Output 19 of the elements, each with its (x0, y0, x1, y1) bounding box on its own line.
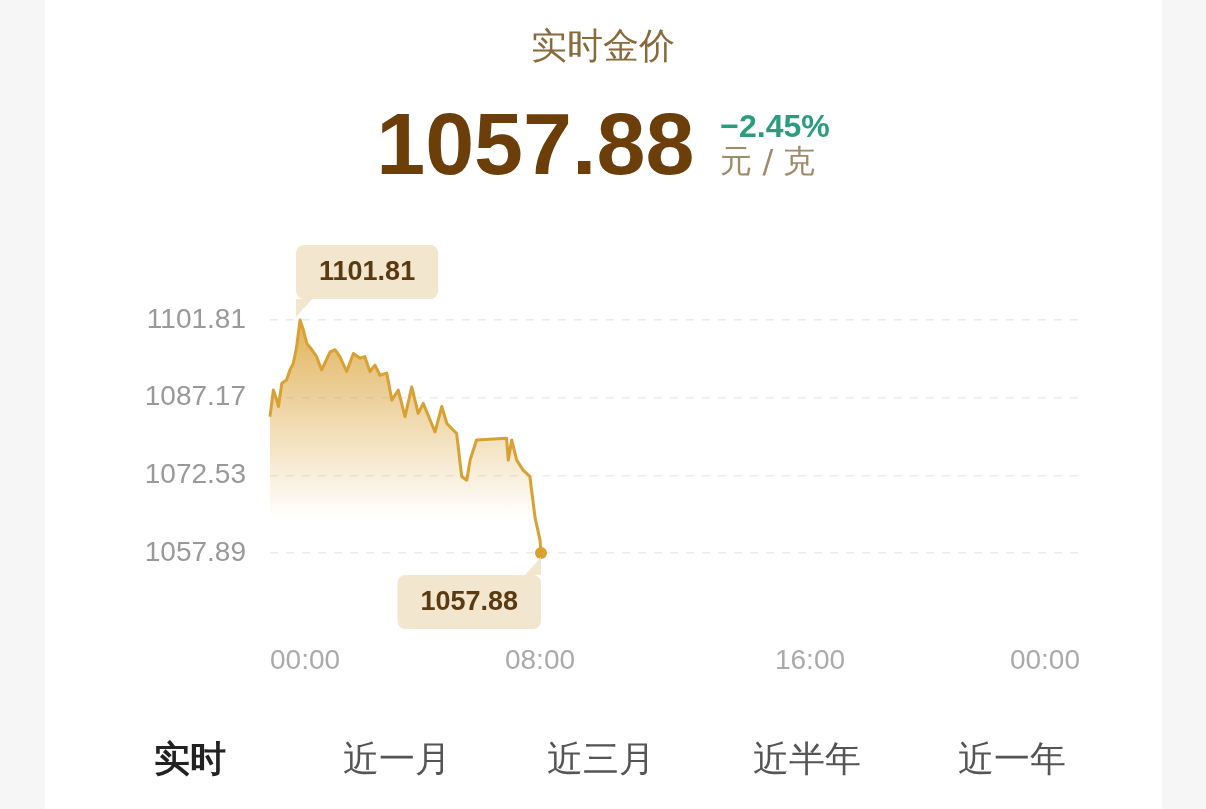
text: 实时 (154, 737, 226, 781)
y-tick-label: 1072.53 (144, 458, 246, 490)
annotation: 1101.81 (319, 256, 416, 287)
text: 近一年 (958, 737, 1066, 781)
chart-title: 实时金价 (530, 24, 676, 68)
x-tick-label: 00:00 (270, 643, 341, 675)
annotation: 1057.88 (420, 586, 519, 617)
y-tick-label: 1087.17 (144, 380, 246, 412)
y-tick-label: 1101.81 (146, 302, 246, 334)
text: 元 / 克 (720, 142, 817, 180)
x-tick-label: 08:00 (504, 643, 576, 675)
chart-subtitle: 1057.88 (376, 94, 695, 193)
y-tick-label: 1057.89 (144, 535, 246, 567)
text: 近一月 (343, 737, 451, 781)
x-tick-label: 00:00 (1009, 643, 1080, 675)
text: 近半年 (753, 737, 861, 781)
text: −2.45% (720, 107, 830, 144)
x-tick-label: 16:00 (774, 643, 846, 675)
text: 近三月 (547, 737, 655, 781)
